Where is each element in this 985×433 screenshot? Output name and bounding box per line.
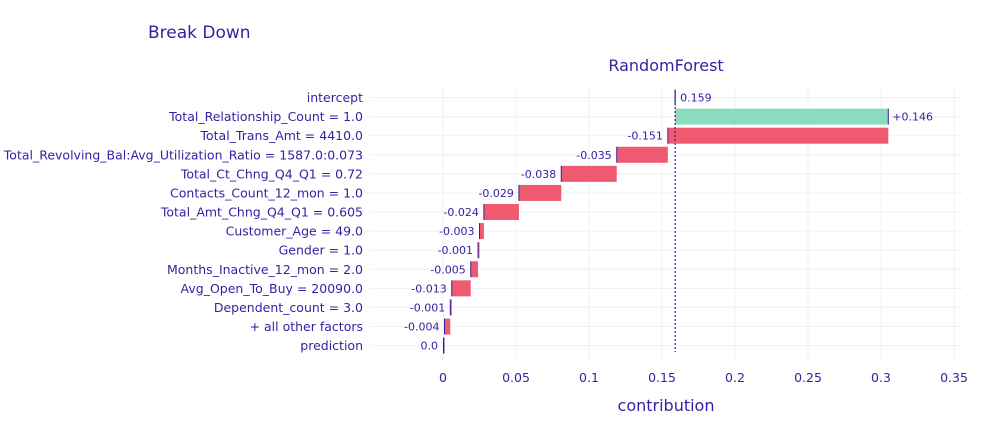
data-label: 0.159 xyxy=(680,92,712,105)
y-category-label: Dependent_count = 3.0 xyxy=(214,300,363,315)
bars xyxy=(443,89,889,354)
negative-bar xyxy=(478,242,480,259)
y-category-label: Total_Amt_Chng_Q4_Q1 = 0.605 xyxy=(160,205,363,220)
negative-bar xyxy=(470,261,479,278)
x-tick-label: 0.05 xyxy=(502,370,530,385)
x-axis-title: contribution xyxy=(618,396,715,415)
data-label: -0.005 xyxy=(430,263,465,276)
x-tick-label: 0.35 xyxy=(940,370,968,385)
negative-bar xyxy=(479,223,484,240)
data-label: -0.029 xyxy=(478,187,513,200)
data-label: -0.038 xyxy=(521,168,556,181)
x-tick-label: 0.25 xyxy=(794,370,822,385)
data-label: +0.146 xyxy=(892,111,933,124)
x-tick-label: 0.1 xyxy=(579,370,599,385)
data-label: -0.151 xyxy=(627,130,662,143)
prediction-bar xyxy=(443,337,445,354)
data-label: -0.003 xyxy=(439,225,474,238)
y-category-label: Total_Ct_Chng_Q4_Q1 = 0.72 xyxy=(180,166,363,181)
positive-bar xyxy=(675,108,889,125)
data-label: -0.001 xyxy=(438,244,473,257)
x-tick-label: 0.15 xyxy=(648,370,676,385)
negative-bar xyxy=(444,318,451,335)
negative-bar xyxy=(450,299,452,316)
data-label: -0.004 xyxy=(404,321,439,334)
labels: 0 0.05 0.1 0.15 0.2 0.25 0.3 0.35 intercept 0.159… xyxy=(3,90,968,385)
y-category-label: Total_Revolving_Bal:Avg_Utilization_Rati… xyxy=(3,147,363,162)
y-category-label: prediction xyxy=(300,338,363,353)
negative-bar xyxy=(667,127,889,144)
y-category-label: Customer_Age = 49.0 xyxy=(226,224,363,239)
negative-bar xyxy=(483,204,519,221)
y-category-label: Gender = 1.0 xyxy=(279,243,363,258)
y-category-label: Contacts_Count_12_mon = 1.0 xyxy=(170,185,363,200)
data-label: -0.013 xyxy=(411,282,446,295)
x-tick-label: 0 xyxy=(439,370,447,385)
y-category-label: Avg_Open_To_Buy = 20090.0 xyxy=(181,281,363,296)
data-label: 0.0 xyxy=(421,340,439,353)
chart-subtitle: RandomForest xyxy=(608,56,723,75)
y-category-label: Months_Inactive_12_mon = 2.0 xyxy=(167,262,363,277)
y-category-label: intercept xyxy=(307,90,363,105)
chart-title: Break Down xyxy=(148,23,251,43)
negative-bar xyxy=(518,184,562,201)
negative-bar xyxy=(451,280,471,297)
data-label: -0.001 xyxy=(410,301,445,314)
x-tick-label: 0.2 xyxy=(725,370,745,385)
x-tick-label: 0.3 xyxy=(871,370,891,385)
negative-bar xyxy=(561,165,617,182)
negative-bar xyxy=(616,146,668,163)
data-label: -0.024 xyxy=(443,206,478,219)
y-category-label: Total_Trans_Amt = 4410.0 xyxy=(199,128,363,143)
data-label: -0.035 xyxy=(576,149,611,162)
y-category-label: + all other factors xyxy=(250,319,363,334)
y-category-label: Total_Relationship_Count = 1.0 xyxy=(168,109,363,124)
